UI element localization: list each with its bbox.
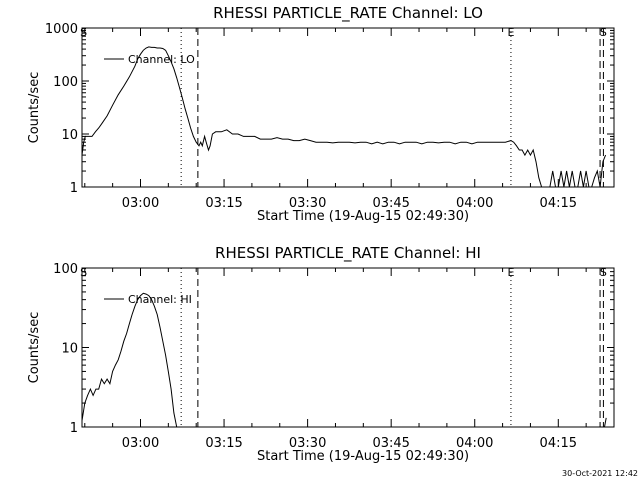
y-axis-label: Counts/sec	[27, 312, 42, 384]
y-tick-label: 10	[61, 342, 78, 357]
marker-label: S	[80, 266, 87, 279]
legend-label: Channel: LO	[128, 53, 195, 66]
y-tick-label: 10	[61, 128, 78, 143]
y-axis-label: Counts/sec	[27, 72, 42, 144]
x-axis-label: Start Time (19-Aug-15 02:49:30)	[257, 449, 469, 464]
x-tick-label: 03:00	[122, 196, 159, 211]
chart-title: RHESSI PARTICLE_RATE Channel: HI	[215, 244, 481, 263]
y-tick-label: 1	[70, 181, 78, 196]
plot-hi: RHESSI PARTICLE_RATE Channel: HI 1 10 100 03…	[27, 244, 615, 464]
series-line-tail	[604, 417, 607, 428]
footer-date: 30-Oct-2021 12:42	[562, 469, 638, 478]
x-tick-label: 03:45	[372, 196, 409, 211]
plot-frame	[81, 27, 615, 188]
marker-label: E	[507, 26, 514, 39]
x-tick-label: 04:00	[456, 196, 493, 211]
x-tick-label: 03:45	[372, 436, 409, 451]
x-tick-label: 03:15	[205, 436, 242, 451]
x-tick-label: 04:15	[540, 196, 577, 211]
y-tick-label: 100	[53, 75, 78, 90]
x-axis-label: Start Time (19-Aug-15 02:49:30)	[257, 209, 469, 224]
series-line	[81, 292, 178, 428]
legend-label: Channel: HI	[128, 293, 192, 306]
marker-label: S	[600, 266, 607, 279]
series-line	[81, 46, 607, 188]
x-tick-label: 03:00	[122, 436, 159, 451]
plot-lo: RHESSI PARTICLE_RATE Channel: LO 1 10 100 10…	[27, 4, 615, 224]
x-tick-label: 04:00	[456, 436, 493, 451]
marker-label: S	[600, 26, 607, 39]
x-tick-label: 04:15	[540, 436, 577, 451]
y-tick-label: 100	[53, 262, 78, 277]
marker-label: E	[507, 266, 514, 279]
plot-frame	[81, 267, 615, 428]
marker-label: S	[80, 26, 87, 39]
y-tick-label: 1	[70, 421, 78, 436]
chart-title: RHESSI PARTICLE_RATE Channel: LO	[213, 4, 483, 23]
x-tick-label: 03:30	[289, 436, 326, 451]
x-tick-label: 03:30	[289, 196, 326, 211]
x-tick-label: 03:15	[205, 196, 242, 211]
y-tick-label: 1000	[45, 22, 78, 37]
